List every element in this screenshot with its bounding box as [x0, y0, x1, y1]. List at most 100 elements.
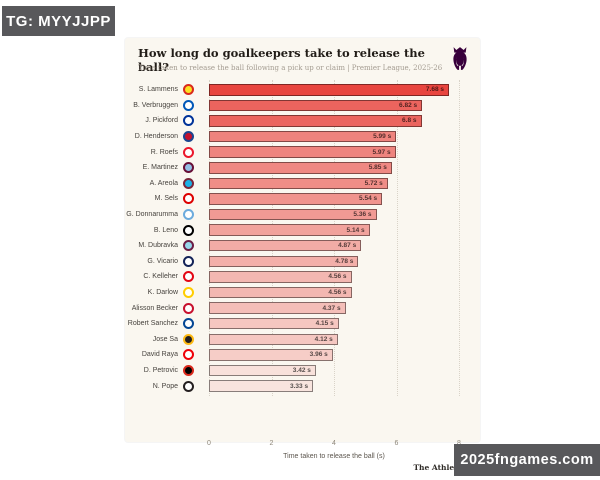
player-name: Jose Sa — [152, 335, 178, 343]
gridline-6 — [396, 80, 398, 396]
newcastle-crest-icon — [183, 380, 194, 392]
manchester-united-crest-icon — [183, 84, 194, 96]
player-name: D. Petrovic — [143, 366, 178, 374]
bar-track: 4.12 s — [209, 333, 459, 346]
bournemouth-crest-icon — [183, 364, 194, 376]
tg-overlay-badge-text: TG: MYYJJPP — [6, 12, 111, 30]
value-bar: 5.54 s — [209, 193, 383, 205]
value-bar: 3.33 s — [209, 380, 314, 392]
value-bar: 6.8 s — [209, 115, 422, 127]
value-bar: 4.37 s — [209, 302, 346, 314]
value-label: 4.12 s — [314, 335, 333, 343]
arsenal-crest-icon — [183, 349, 194, 361]
leeds-crest-icon — [183, 287, 194, 299]
goalkeeper-row: Alisson Becker 4.37 s — [125, 300, 480, 316]
goalkeeper-row: Jose Sa 4.12 s — [125, 332, 480, 348]
x-tick-8: 8 — [457, 440, 461, 447]
burnley-crest-icon — [183, 240, 194, 252]
bar-track: 4.78 s — [209, 255, 459, 268]
chart-title: How long do goalkeepers take to release … — [138, 46, 425, 74]
bar-track: 6.82 s — [209, 99, 459, 112]
player-name: N. Pope — [152, 382, 178, 390]
bar-track: 4.56 s — [209, 271, 459, 283]
value-label: 5.85 s — [368, 164, 387, 172]
manchester-city-crest-icon — [183, 209, 194, 221]
value-bar: 7.68 s — [209, 84, 449, 96]
goalkeeper-row: A. Areola 5.72 s — [125, 176, 480, 192]
bar-track: 4.56 s — [209, 286, 459, 299]
bar-track: 7.68 s — [209, 84, 459, 96]
value-label: 3.33 s — [289, 382, 309, 390]
player-name: M. Dubravka — [138, 242, 178, 250]
value-bar: 5.97 s — [209, 146, 396, 158]
bar-track: 6.8 s — [209, 115, 459, 127]
bar-track: 3.96 s — [209, 349, 459, 361]
bar-track: 5.72 s — [209, 177, 459, 190]
player-name: J. Pickford — [145, 117, 178, 125]
value-bar: 4.87 s — [209, 239, 362, 252]
value-label: 4.15 s — [315, 320, 334, 328]
player-name: R. Roefs — [150, 148, 178, 156]
chart-card: How long do goalkeepers take to release … — [125, 38, 480, 472]
tg-overlay-badge: TG: MYYJJPP — [2, 6, 115, 36]
goalkeeper-row: S. Lammens 7.68 s — [125, 82, 480, 98]
gridlines — [209, 80, 460, 396]
goalkeeper-row: Robert Sanchez 4.15 s — [125, 316, 480, 332]
everton-crest-icon — [183, 115, 194, 127]
goalkeeper-row: D. Henderson 5.99 s — [125, 129, 480, 145]
player-name: David Raya — [141, 351, 178, 359]
player-name: B. Verbruggen — [133, 101, 178, 109]
plot-area: S. Lammens 7.68 s B. Verbruggen 6.82 s J. Pi… — [125, 80, 480, 472]
x-axis-ticks: 0 2 4 6 8 — [207, 440, 461, 450]
player-name: B. Leno — [153, 226, 178, 234]
bar-track: 3.42 s — [209, 364, 459, 377]
value-bar: 5.99 s — [209, 130, 397, 143]
value-bar: 5.85 s — [209, 162, 392, 174]
bar-track: 4.37 s — [209, 302, 459, 314]
player-name: E. Martinez — [142, 164, 178, 172]
liverpool-crest-icon — [183, 302, 194, 314]
sunderland-crest-icon — [183, 146, 194, 158]
value-bar: 5.36 s — [209, 208, 377, 221]
bar-track: 3.33 s — [209, 380, 459, 392]
goalkeeper-row: David Raya 3.96 s — [125, 347, 480, 363]
value-bar: 4.56 s — [209, 286, 352, 299]
chelsea-crest-icon — [183, 318, 194, 330]
value-label: 6.8 s — [402, 117, 417, 125]
value-bar: 5.14 s — [209, 224, 370, 236]
player-name: M. Sels — [154, 195, 178, 203]
bar-track: 5.14 s — [209, 224, 459, 236]
player-name: K. Darlow — [147, 289, 178, 297]
value-label: 3.42 s — [292, 366, 311, 374]
goalkeeper-row: R. Roefs 5.97 s — [125, 144, 480, 160]
goalkeeper-row: B. Verbruggen 6.82 s — [125, 98, 480, 114]
brentford-crest-icon — [183, 271, 194, 283]
west-ham-crest-icon — [183, 177, 194, 189]
premier-league-lion-icon — [453, 47, 467, 70]
player-name: G. Donnarumma — [126, 211, 178, 219]
source-credit: The Athletic — [413, 463, 465, 472]
bar-track: 5.54 s — [209, 193, 459, 205]
fulham-crest-icon — [183, 224, 194, 236]
watermark-text: 2025fngames.com — [460, 452, 594, 468]
value-label: 5.97 s — [372, 148, 391, 156]
player-name: S. Lammens — [138, 86, 178, 94]
value-label: 7.68 s — [425, 86, 444, 94]
goalkeeper-row: M. Dubravka 4.87 s — [125, 238, 480, 254]
value-bar: 4.12 s — [209, 333, 338, 346]
gridline-0 — [209, 80, 210, 396]
gridline-8 — [459, 80, 460, 396]
player-name: G. Vicario — [147, 257, 178, 265]
crystal-palace-crest-icon — [183, 131, 194, 143]
gridline-4 — [334, 80, 335, 396]
player-name: Alisson Becker — [131, 304, 178, 312]
aston-villa-crest-icon — [183, 162, 194, 174]
x-axis-label: Time taken to release the ball (s) — [283, 453, 385, 460]
bar-track: 5.99 s — [209, 130, 459, 143]
value-label: 4.37 s — [322, 304, 341, 312]
value-bar: 5.72 s — [209, 177, 388, 190]
player-name: D. Henderson — [134, 133, 178, 141]
goalkeeper-row: G. Vicario 4.78 s — [125, 254, 480, 270]
gridline-2 — [271, 80, 273, 396]
